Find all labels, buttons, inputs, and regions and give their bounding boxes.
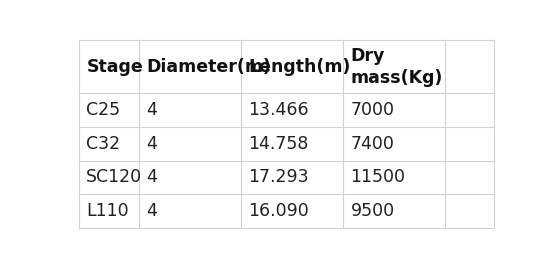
Text: Length(m): Length(m) bbox=[249, 58, 351, 76]
Text: 16.090: 16.090 bbox=[249, 202, 309, 220]
Text: 17.293: 17.293 bbox=[249, 168, 309, 186]
Text: 11500: 11500 bbox=[350, 168, 405, 186]
Text: Dry
mass(Kg): Dry mass(Kg) bbox=[350, 47, 443, 87]
Text: C32: C32 bbox=[86, 135, 120, 153]
Text: 4: 4 bbox=[146, 168, 158, 186]
Text: 4: 4 bbox=[146, 135, 158, 153]
Text: SC120: SC120 bbox=[86, 168, 143, 186]
Text: 9500: 9500 bbox=[350, 202, 395, 220]
Text: 7000: 7000 bbox=[350, 101, 395, 119]
Text: Stage: Stage bbox=[86, 58, 143, 76]
Text: L110: L110 bbox=[86, 202, 129, 220]
Text: 4: 4 bbox=[146, 202, 158, 220]
Text: 7400: 7400 bbox=[350, 135, 394, 153]
Text: C25: C25 bbox=[86, 101, 120, 119]
Text: 14.758: 14.758 bbox=[249, 135, 309, 153]
Text: 4: 4 bbox=[146, 101, 158, 119]
Text: Diameter(m): Diameter(m) bbox=[146, 58, 272, 76]
Text: 13.466: 13.466 bbox=[249, 101, 309, 119]
